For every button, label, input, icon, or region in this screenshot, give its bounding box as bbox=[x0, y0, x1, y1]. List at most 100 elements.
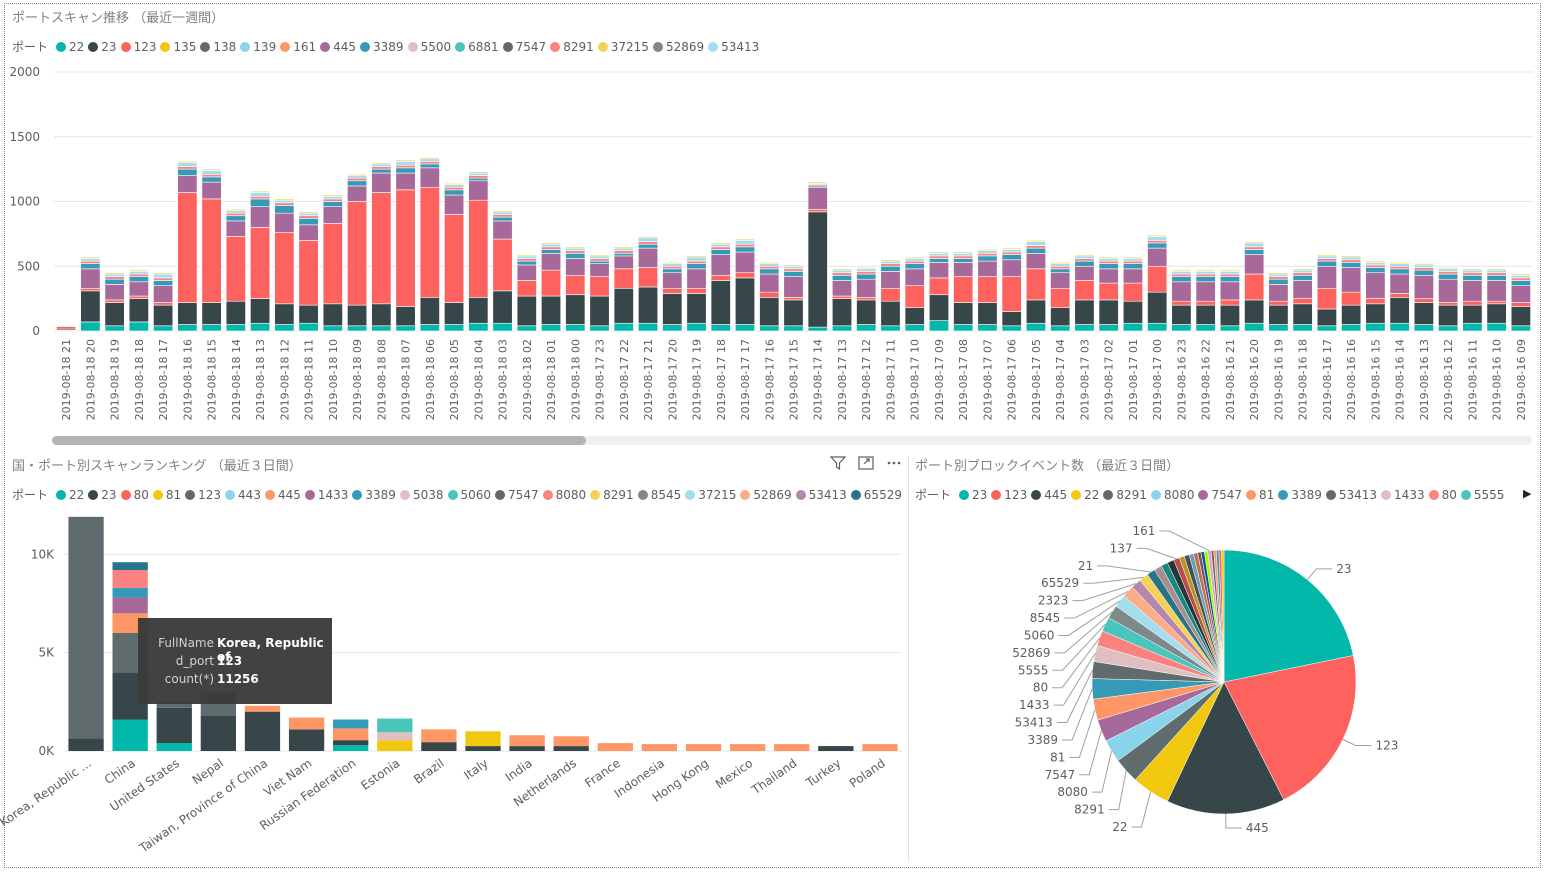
bar-segment bbox=[1413, 269, 1434, 276]
bar-segment bbox=[1341, 291, 1362, 306]
bar-segment bbox=[419, 161, 440, 165]
bar-segment bbox=[371, 166, 392, 170]
legend-item[interactable]: 135 bbox=[160, 40, 196, 54]
bar-segment bbox=[153, 302, 174, 306]
legend-item[interactable]: 123 bbox=[185, 488, 221, 502]
legend-dot-icon bbox=[56, 41, 67, 52]
legend-item[interactable]: 123 bbox=[991, 488, 1027, 502]
horizontal-scrollbar[interactable] bbox=[52, 436, 1532, 445]
bar-segment bbox=[347, 175, 368, 179]
legend-item[interactable]: 139 bbox=[240, 40, 276, 54]
bar-segment bbox=[953, 302, 974, 325]
legend-item[interactable]: 22 bbox=[56, 40, 84, 54]
legend-item[interactable]: 81 bbox=[1246, 488, 1274, 502]
bar-segment bbox=[1171, 304, 1192, 325]
legend-item[interactable]: 5500 bbox=[407, 40, 451, 54]
legend-item[interactable]: 8545 bbox=[637, 488, 681, 502]
x-tick-label: 2019-08-18 10 bbox=[327, 339, 340, 420]
legend-item[interactable]: 123 bbox=[120, 40, 156, 54]
panel1-title: ポートスキャン推移 （最近一週間） bbox=[12, 11, 225, 26]
bar-segment bbox=[1001, 254, 1022, 261]
bar-segment bbox=[1001, 249, 1022, 253]
legend-item[interactable]: 65529 bbox=[850, 488, 902, 502]
bar-segment bbox=[1025, 241, 1046, 246]
bar-segment bbox=[553, 746, 589, 751]
legend-item[interactable]: 22 bbox=[1071, 488, 1099, 502]
legend-item[interactable]: 8291 bbox=[1103, 488, 1147, 502]
legend-item[interactable]: 3389 bbox=[360, 40, 404, 54]
bar-segment bbox=[347, 180, 368, 187]
focus-mode-icon[interactable] bbox=[858, 456, 874, 474]
legend-item[interactable]: 80 bbox=[1428, 488, 1457, 502]
legend-item[interactable]: 52869 bbox=[652, 40, 704, 54]
bar-segment bbox=[201, 168, 222, 171]
legend-item[interactable]: 53413 bbox=[1325, 488, 1377, 502]
legend-label: 3389 bbox=[373, 39, 404, 54]
legend-item[interactable]: 22 bbox=[56, 488, 84, 502]
legend-item[interactable]: 6881 bbox=[455, 40, 499, 54]
bar-segment bbox=[274, 212, 295, 233]
bar-segment bbox=[201, 198, 222, 303]
more-options-icon[interactable] bbox=[886, 456, 902, 474]
legend-dot-icon bbox=[160, 41, 171, 52]
bar-segment bbox=[509, 735, 545, 747]
legend-item[interactable]: 81 bbox=[152, 488, 181, 502]
bar-segment bbox=[1171, 324, 1192, 332]
bar-segment bbox=[1001, 259, 1022, 277]
legend-item[interactable]: 23 bbox=[959, 488, 987, 502]
legend-item[interactable]: 161 bbox=[280, 40, 316, 54]
legend-item[interactable]: 37215 bbox=[685, 488, 736, 502]
legend-next-arrow-icon[interactable]: ▶ bbox=[1523, 487, 1532, 500]
legend-item[interactable]: 445 bbox=[264, 488, 301, 502]
legend-item[interactable]: 37215 bbox=[597, 40, 649, 54]
legend-dot-icon bbox=[455, 41, 466, 52]
legend-item[interactable]: 445 bbox=[320, 40, 356, 54]
legend-item[interactable]: 80 bbox=[120, 488, 149, 502]
legend-item[interactable]: 8080 bbox=[1150, 488, 1194, 502]
bar-segment bbox=[371, 172, 392, 193]
bar-segment bbox=[662, 265, 683, 270]
legend-item[interactable]: 8080 bbox=[542, 488, 586, 502]
legend-item[interactable]: 23 bbox=[88, 488, 117, 502]
legend-item[interactable]: 5060 bbox=[447, 488, 491, 502]
pie-label: 65529 bbox=[1041, 576, 1079, 590]
legend-item[interactable]: 7547 bbox=[1198, 488, 1242, 502]
legend-item[interactable]: 5555 bbox=[1460, 488, 1504, 502]
pie-label: 2323 bbox=[1038, 594, 1069, 608]
legend-item[interactable]: 23 bbox=[88, 40, 117, 54]
bar-segment bbox=[1219, 304, 1240, 327]
bar-segment bbox=[80, 256, 101, 259]
legend-item[interactable]: 1433 bbox=[1381, 488, 1425, 502]
filter-icon[interactable] bbox=[829, 456, 847, 474]
bar-segment bbox=[597, 743, 633, 751]
bar-segment bbox=[371, 325, 392, 332]
legend-item[interactable]: 8291 bbox=[550, 40, 594, 54]
legend-item[interactable]: 52869 bbox=[740, 488, 792, 502]
x-tick-label: 2019-08-18 17 bbox=[157, 339, 170, 420]
bar-segment bbox=[1486, 272, 1507, 276]
legend-item[interactable]: 3389 bbox=[352, 488, 396, 502]
legend-item[interactable]: 5038 bbox=[399, 488, 444, 502]
bar-segment bbox=[589, 260, 610, 264]
legend-item[interactable]: 443 bbox=[225, 488, 261, 502]
legend-item[interactable]: 8291 bbox=[590, 488, 634, 502]
scrollbar-thumb[interactable] bbox=[52, 436, 586, 445]
bar-segment bbox=[492, 216, 513, 222]
legend-item[interactable]: 445 bbox=[1031, 488, 1067, 502]
bar-segment bbox=[1171, 273, 1192, 277]
legend-item[interactable]: 53413 bbox=[795, 488, 847, 502]
legend-item[interactable]: 138 bbox=[200, 40, 236, 54]
legend-item[interactable]: 53413 bbox=[708, 40, 759, 54]
x-tick-label: 2019-08-18 21 bbox=[60, 339, 73, 420]
bar-segment bbox=[807, 181, 828, 184]
bar-segment bbox=[1486, 268, 1507, 271]
x-tick-label: 2019-08-17 08 bbox=[957, 339, 970, 420]
bar-segment bbox=[104, 302, 125, 327]
legend-item[interactable]: 3389 bbox=[1278, 488, 1322, 502]
bar-segment bbox=[298, 224, 319, 241]
legend-item[interactable]: 7547 bbox=[495, 488, 539, 502]
bar-segment bbox=[856, 278, 877, 298]
x-tick-label: 2019-08-18 16 bbox=[181, 339, 194, 420]
legend-item[interactable]: 1433 bbox=[304, 488, 348, 502]
legend-item[interactable]: 7547 bbox=[502, 40, 546, 54]
